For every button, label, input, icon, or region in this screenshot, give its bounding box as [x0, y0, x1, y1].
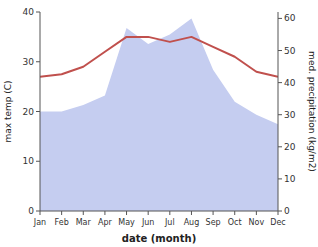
- x-tick-label: Jun: [141, 218, 155, 227]
- y-tick: [36, 12, 40, 13]
- temperature-line: [40, 37, 278, 77]
- x-tick: [104, 211, 105, 215]
- x-tick: [256, 211, 257, 215]
- y2-tick: [278, 18, 282, 19]
- y-tick-label: 20: [23, 107, 35, 117]
- y-tick: [36, 161, 40, 162]
- x-axis-line: [40, 211, 278, 212]
- chart: 0 10 20 30 40 0 10 20 30 40 50 60 Jan Feb Mar Apr May Jun…: [0, 0, 318, 247]
- x-tick-label: Oct: [228, 218, 242, 227]
- x-tick: [278, 211, 279, 215]
- x-tick: [126, 211, 127, 215]
- y-tick: [36, 111, 40, 112]
- y-tick-label: 0: [28, 206, 34, 216]
- x-tick-label: Mar: [76, 218, 92, 227]
- x-tick: [40, 211, 41, 215]
- x-tick: [191, 211, 192, 215]
- y2-tick-label: 50: [284, 46, 296, 56]
- y2-tick: [278, 211, 282, 212]
- x-tick-label: Aug: [184, 218, 200, 227]
- precipitation-area: [40, 18, 278, 211]
- y2-tick: [278, 178, 282, 179]
- x-tick-label: Feb: [55, 218, 69, 227]
- y-tick-label: 30: [23, 57, 35, 67]
- y2-tick: [278, 114, 282, 115]
- plot-area: [40, 18, 278, 211]
- y-tick-label: 10: [23, 156, 35, 166]
- y2-tick-label: 20: [284, 142, 296, 152]
- x-tick: [148, 211, 149, 215]
- y2-axis-line: [278, 12, 279, 211]
- x-tick-label: Nov: [249, 218, 265, 227]
- x-tick-label: Jan: [33, 218, 46, 227]
- y2-axis-label: med. precipitation (kg/m2): [307, 51, 317, 172]
- y2-tick-label: 40: [284, 78, 296, 88]
- x-tick: [83, 211, 84, 215]
- x-tick: [234, 211, 235, 215]
- x-tick: [169, 211, 170, 215]
- x-tick-label: Jul: [164, 218, 175, 227]
- y-tick: [36, 61, 40, 62]
- y2-tick: [278, 50, 282, 51]
- y2-tick: [278, 146, 282, 147]
- y2-tick: [278, 82, 282, 83]
- y2-tick-label: 10: [284, 174, 296, 184]
- x-tick: [61, 211, 62, 215]
- y2-tick-label: 0: [284, 206, 290, 216]
- y-tick: [36, 211, 40, 212]
- y2-tick-label: 60: [284, 13, 296, 23]
- x-tick-label: Sep: [206, 218, 221, 227]
- x-tick-label: Dec: [270, 218, 285, 227]
- y-axis-label: max temp (C): [3, 80, 13, 142]
- x-tick: [213, 211, 214, 215]
- y-tick-label: 40: [23, 7, 35, 17]
- x-axis-label: date (month): [122, 233, 196, 244]
- y2-tick-label: 30: [284, 110, 296, 120]
- x-tick-label: May: [118, 218, 135, 227]
- x-tick-label: Apr: [98, 218, 113, 227]
